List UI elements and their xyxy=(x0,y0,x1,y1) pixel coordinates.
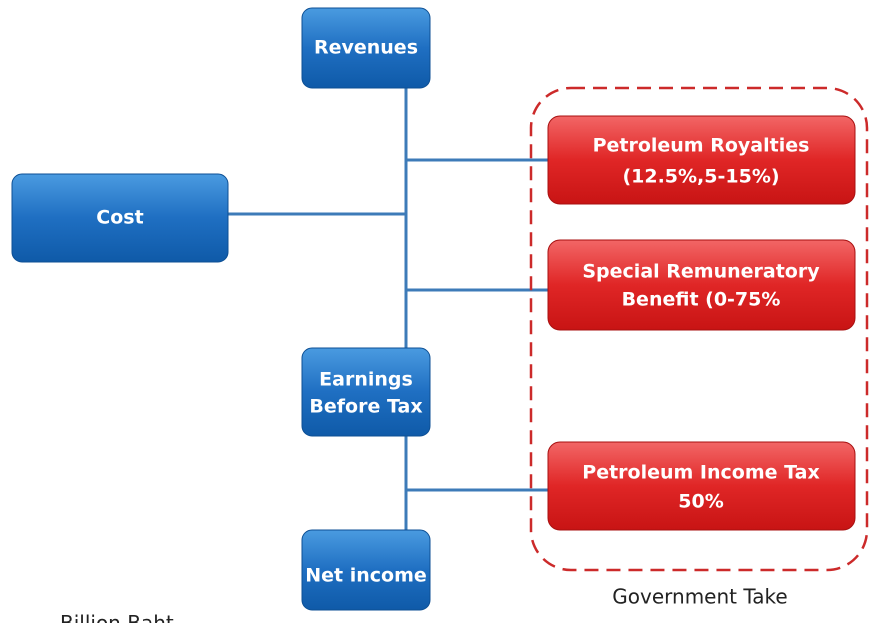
node-label: Petroleum Royalties xyxy=(593,135,810,157)
node-label: Before Tax xyxy=(309,396,422,418)
node-box xyxy=(547,239,856,331)
node-label: 50% xyxy=(678,491,723,513)
node-label: Revenues xyxy=(314,37,418,59)
node-label: Special Remuneratory xyxy=(582,261,820,283)
node-label: Petroleum Income Tax xyxy=(582,462,819,484)
node-label: Net income xyxy=(305,565,427,587)
footnote: Billion Baht xyxy=(60,611,174,623)
node-label: Cost xyxy=(96,207,143,229)
node-label: (12.5%,5-15%) xyxy=(622,166,779,188)
node-box xyxy=(547,115,856,205)
group-boundary xyxy=(529,86,869,572)
node-label: Earnings xyxy=(319,369,413,391)
node-box xyxy=(301,347,431,437)
node-label: Benefit (0-75% xyxy=(622,289,781,311)
connectors xyxy=(228,88,548,530)
node-box xyxy=(301,7,431,89)
group-label: Government Take xyxy=(612,585,787,609)
node-box xyxy=(301,529,431,611)
node-box xyxy=(11,173,229,263)
node-box xyxy=(547,441,856,531)
